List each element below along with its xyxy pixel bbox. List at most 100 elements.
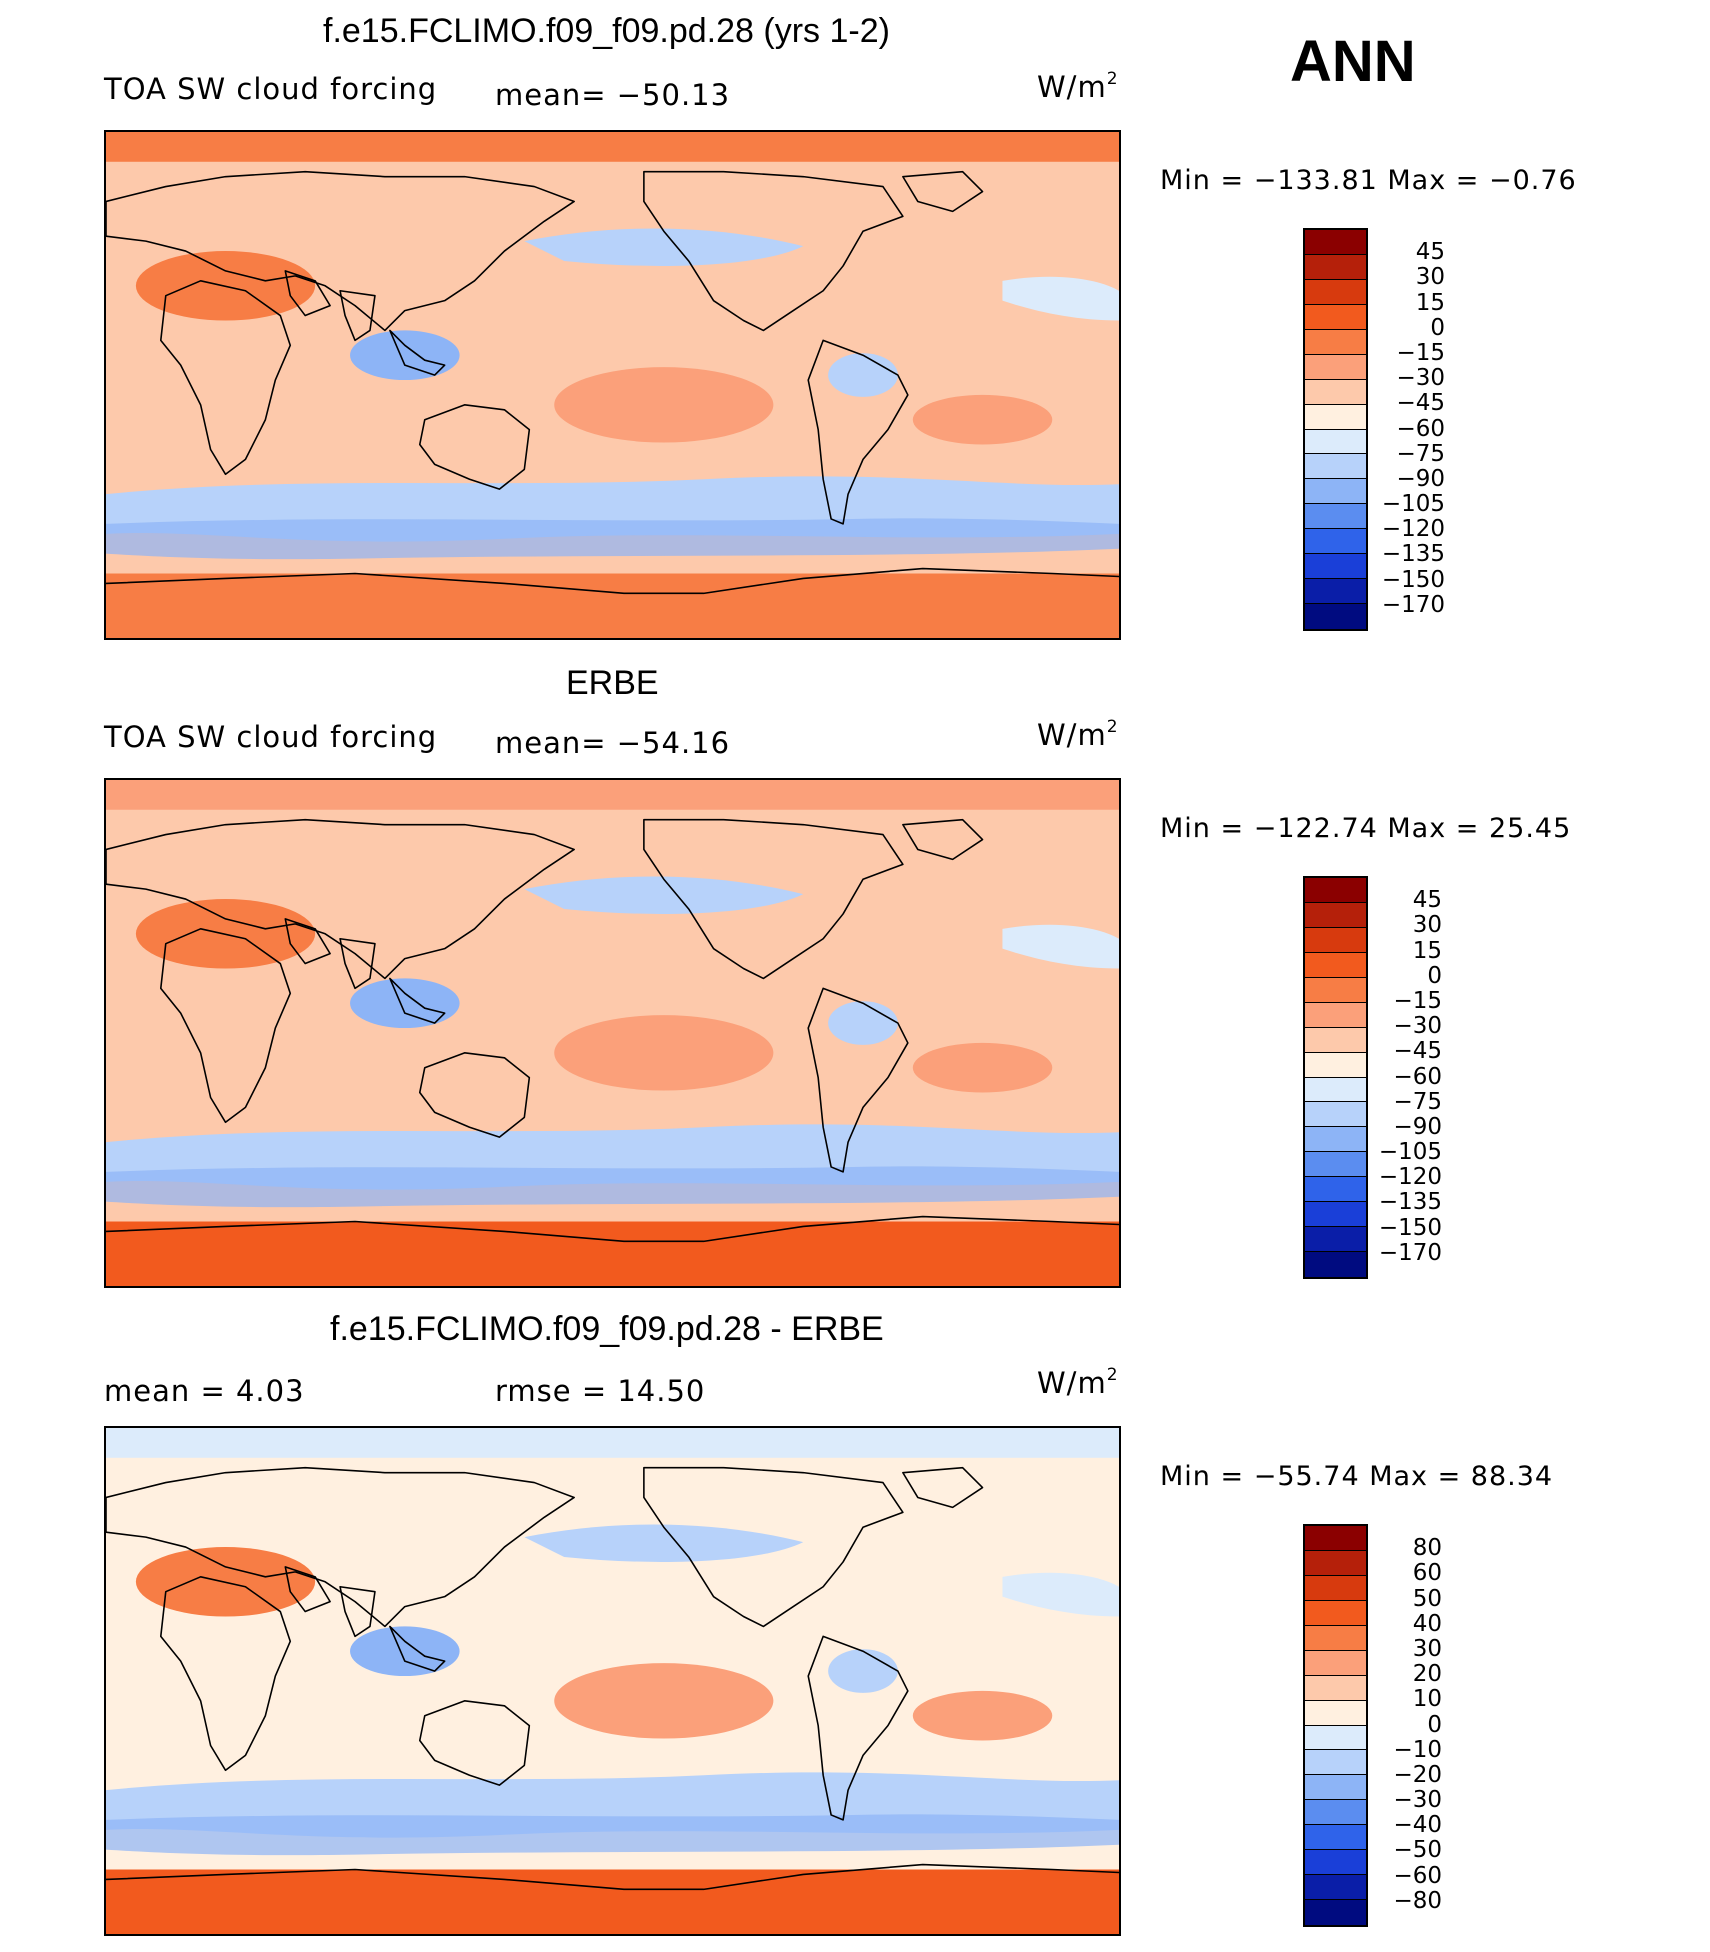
colorbar-tick-label: −60 xyxy=(1393,1862,1442,1889)
field-antarctic-band xyxy=(106,1869,1119,1934)
colorbar-swatch xyxy=(1305,504,1366,530)
colorbar-swatch xyxy=(1305,1700,1366,1726)
colorbar-tick-label: 45 xyxy=(1415,239,1445,266)
colorbar-tick-label: −30 xyxy=(1393,1013,1442,1040)
colorbar-swatch xyxy=(1305,1102,1366,1128)
colorbar-swatch xyxy=(1305,429,1366,455)
colorbar-swatch xyxy=(1305,878,1366,903)
coastline-0 xyxy=(159,280,292,476)
coastline-0 xyxy=(159,928,292,1124)
colorbar-tick-label: 30 xyxy=(1415,264,1445,291)
colorbar-swatch xyxy=(1305,1650,1366,1676)
coastline-3 xyxy=(389,1625,446,1672)
coastline-1 xyxy=(106,1466,575,1628)
field-north-atlantic-belt xyxy=(1002,1572,1119,1617)
field-north-pacific-belt xyxy=(524,1524,804,1562)
field-warm-pool xyxy=(350,1626,460,1677)
coastline-7 xyxy=(807,1635,909,1821)
field-southern-storm-core xyxy=(106,1814,1119,1856)
field-east-pacific-stratocumulus xyxy=(554,1015,774,1091)
mean-label: mean= −54.16 xyxy=(495,726,731,760)
field-warm-pool xyxy=(350,330,460,381)
coastline-4 xyxy=(418,404,531,490)
field-arctic-band xyxy=(106,780,1119,810)
field-north-atlantic-belt xyxy=(1002,924,1119,969)
colorbar-swatch xyxy=(1305,927,1366,953)
coastline-3 xyxy=(389,329,446,376)
colorbar-tick-label: −135 xyxy=(1378,1189,1442,1216)
colorbar-swatch xyxy=(1305,354,1366,380)
colorbar-labels: 45 30 15 0 −15 −30 −45 −60 −75 −90 −105 −120 −135 −15… xyxy=(1372,876,1442,1279)
colorbar-tick-label: −60 xyxy=(1393,1063,1442,1090)
colorbar-tick-label: 30 xyxy=(1412,1635,1442,1662)
field-southern-storm-core xyxy=(106,518,1119,560)
mean-label: mean= −50.13 xyxy=(495,78,731,112)
field-amazon xyxy=(828,1649,898,1693)
field-south-atlantic-stratocumulus xyxy=(912,1690,1053,1741)
colorbar-swatch xyxy=(1305,902,1366,928)
colorbar-tick-label: −45 xyxy=(1393,1038,1442,1065)
colorbar-tick-label: −170 xyxy=(1378,1239,1442,1266)
colorbar-tick-label: 15 xyxy=(1415,289,1445,316)
colorbar-labels: 45 30 15 0 −15 −30 −45 −60 −75 −90 −105 −120 −135 −15… xyxy=(1375,228,1445,631)
variable-label: TOA SW cloud forcing xyxy=(104,72,438,106)
colorbar-swatch xyxy=(1305,454,1366,480)
colorbar-tick-label: −90 xyxy=(1396,465,1445,492)
colorbar-swatch xyxy=(1305,1202,1366,1228)
colorbar-tick-label: 40 xyxy=(1412,1610,1442,1637)
field-antarctic-band xyxy=(106,1221,1119,1286)
colorbar-tick-label: −75 xyxy=(1393,1088,1442,1115)
colorbar xyxy=(1303,876,1368,1279)
colorbar-tick-label: 10 xyxy=(1412,1686,1442,1713)
field-north-pacific-belt xyxy=(524,876,804,914)
colorbar-tick-label: −120 xyxy=(1378,1164,1442,1191)
colorbar-tick-label: −170 xyxy=(1381,591,1445,618)
colorbar-tick-label: 0 xyxy=(1430,314,1445,341)
coastline-7 xyxy=(807,339,909,525)
colorbar-swatch xyxy=(1305,1052,1366,1078)
colorbar-tick-label: −15 xyxy=(1393,987,1442,1014)
colorbar-swatch xyxy=(1305,404,1366,430)
field-antarctic-band xyxy=(106,573,1119,638)
field-north-atlantic-belt xyxy=(1002,276,1119,321)
coastline-2 xyxy=(284,918,376,990)
colorbar-swatch xyxy=(1305,1177,1366,1203)
coastline-4 xyxy=(418,1052,531,1138)
colorbar-swatch xyxy=(1305,529,1366,555)
field-arctic-band xyxy=(106,132,1119,162)
colorbar-tick-label: 45 xyxy=(1412,887,1442,914)
colorbar-tick-label: 15 xyxy=(1412,937,1442,964)
colorbar-swatch xyxy=(1305,554,1366,580)
colorbar-swatch xyxy=(1305,379,1366,405)
field-north-pacific-belt xyxy=(524,228,804,266)
colorbar-swatch xyxy=(1305,977,1366,1003)
coastline-8 xyxy=(106,567,1119,595)
colorbar-tick-label: 20 xyxy=(1412,1661,1442,1688)
colorbar-tick-label: 80 xyxy=(1412,1535,1442,1562)
colorbar-swatch xyxy=(1305,230,1366,255)
colorbar-tick-label: −150 xyxy=(1381,566,1445,593)
colorbar-tick-label: 0 xyxy=(1427,1711,1442,1738)
field-amazon xyxy=(828,1001,898,1045)
rmse-label: rmse = 14.50 xyxy=(495,1374,706,1408)
field-east-pacific-stratocumulus xyxy=(554,1663,774,1739)
colorbar xyxy=(1303,1524,1368,1927)
colorbar-swatch xyxy=(1305,329,1366,355)
colorbar-swatch xyxy=(1305,1152,1366,1178)
colorbar-tick-label: −105 xyxy=(1381,491,1445,518)
map-svg xyxy=(106,1428,1119,1934)
field-warm-pool xyxy=(350,978,460,1029)
colorbar-swatch xyxy=(1305,1077,1366,1103)
map-plot xyxy=(104,778,1121,1288)
coastline-3 xyxy=(389,977,446,1024)
map-plot xyxy=(104,1426,1121,1936)
colorbar-swatch xyxy=(1305,952,1366,978)
coastline-2 xyxy=(284,270,376,342)
coastline-4 xyxy=(418,1700,531,1786)
field-southern-storm-core xyxy=(106,1166,1119,1208)
colorbar-tick-label: 50 xyxy=(1412,1585,1442,1612)
coastline-6 xyxy=(902,818,984,861)
colorbar-swatch xyxy=(1305,604,1366,629)
coastline-6 xyxy=(902,1466,984,1509)
coastline-5 xyxy=(643,1466,904,1628)
